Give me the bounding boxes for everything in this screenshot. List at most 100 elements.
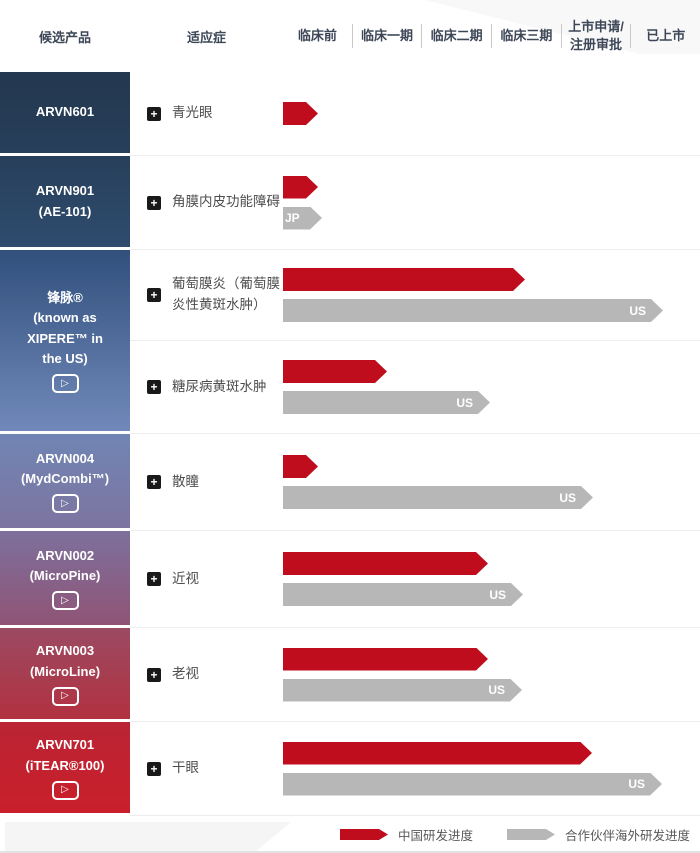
overseas-progress-arrow: JP xyxy=(283,207,322,230)
indication-cell: + 角膜内皮功能障碍 xyxy=(130,156,283,249)
phase-header-preclinical: 临床前 xyxy=(297,28,337,44)
column-header-indication: 适应症 xyxy=(186,29,226,45)
progress-chart-cell: US xyxy=(283,341,700,433)
indication-cell: + 散瞳 xyxy=(130,434,283,530)
decorative-band-bottom xyxy=(5,822,291,853)
product-name: ARVN601 xyxy=(35,104,95,120)
indication-label: 近视 xyxy=(172,570,199,586)
indication-row: + 糖尿病黄斑水肿 US xyxy=(130,341,700,434)
pipeline-row: 锋脉® (known as XIPERE™ in the US) ▷ + 葡萄膜… xyxy=(0,250,700,434)
overseas-legend-label: 合作伙伴海外研发进度 xyxy=(564,829,690,843)
product-name: ARVN004 (MydCombi™) xyxy=(20,450,110,486)
column-header-product: 候选产品 xyxy=(38,29,91,45)
pipeline-row: ARVN002 (MicroPine) ▷ + 近视 US xyxy=(0,531,700,628)
header-divider xyxy=(560,24,562,48)
header-divider xyxy=(421,24,423,48)
phase-header-phase3: 临床三期 xyxy=(500,28,553,44)
bottom-border-line xyxy=(0,851,700,853)
indication-label: 干眼 xyxy=(172,760,199,776)
china-legend-label: 中国研发进度 xyxy=(397,829,473,843)
header-divider xyxy=(351,24,353,48)
pipeline-body: ARVN601 + 青光眼 ARVN901 (AE-101) xyxy=(0,72,700,816)
expand-plus-icon[interactable]: + xyxy=(147,572,161,586)
region-label: JP xyxy=(285,211,300,225)
indication-label: 糖尿病黄斑水肿 xyxy=(172,378,267,394)
overseas-progress-arrow: US xyxy=(283,773,662,796)
overseas-progress-arrow: US xyxy=(283,486,593,509)
overseas-legend-arrow-icon xyxy=(507,829,555,840)
indication-cell: + 近视 xyxy=(130,531,283,627)
indication-cell: + 老视 xyxy=(130,628,283,721)
overseas-progress-arrow: US xyxy=(283,679,522,702)
china-progress-arrow xyxy=(283,742,592,765)
expand-plus-icon[interactable]: + xyxy=(147,106,161,121)
progress-chart-cell: US xyxy=(283,531,700,627)
progress-chart-cell: US xyxy=(283,722,700,815)
expand-plus-icon[interactable]: + xyxy=(147,195,161,210)
pipeline-row: ARVN004 (MydCombi™) ▷ + 散瞳 US xyxy=(0,434,700,531)
product-cell: ARVN002 (MicroPine) ▷ xyxy=(0,531,130,628)
region-label: US xyxy=(489,587,506,602)
expand-plus-icon[interactable]: + xyxy=(147,667,161,682)
header-divider xyxy=(630,24,632,48)
expand-plus-icon[interactable]: + xyxy=(147,761,161,776)
china-progress-arrow xyxy=(283,176,318,199)
phase-header-nda: 上市申请/注册审批 xyxy=(568,19,624,52)
indication-cell: + 葡萄膜炎（葡萄膜炎性黄斑水肿） xyxy=(130,250,283,340)
indication-row: + 干眼 US xyxy=(130,722,700,816)
indication-label: 青光眼 xyxy=(172,105,213,121)
pipeline-row: ARVN701 (iTEAR®100) ▷ + 干眼 US xyxy=(0,722,700,816)
play-video-icon[interactable]: ▷ xyxy=(51,494,79,514)
indication-label: 散瞳 xyxy=(172,473,199,489)
product-cell: ARVN601 xyxy=(0,72,130,156)
region-label: US xyxy=(629,303,646,318)
progress-chart-cell: US xyxy=(283,434,700,530)
indication-label: 角膜内皮功能障碍 xyxy=(172,194,280,210)
pipeline-row: ARVN601 + 青光眼 xyxy=(0,72,700,156)
product-cell: ARVN901 (AE-101) xyxy=(0,156,130,250)
china-progress-arrow xyxy=(283,102,318,125)
region-label: US xyxy=(559,490,576,505)
indication-cell: + 糖尿病黄斑水肿 xyxy=(130,341,283,433)
overseas-progress-arrow: US xyxy=(283,299,663,322)
product-name: ARVN701 (iTEAR®100) xyxy=(25,737,105,773)
footer: 中国研发进度 合作伙伴海外研发进度 xyxy=(0,816,700,853)
china-progress-arrow xyxy=(283,268,525,291)
progress-chart-cell: JP xyxy=(283,156,700,249)
indication-row: + 葡萄膜炎（葡萄膜炎性黄斑水肿） US xyxy=(130,250,700,341)
china-progress-arrow xyxy=(283,360,387,383)
indication-row: + 青光眼 xyxy=(130,72,700,156)
phase-header-marketed: 已上市 xyxy=(646,28,686,44)
phase-headers: 临床前 临床一期 临床二期 临床三期 上市申请/注册审批 已上市 xyxy=(283,18,700,53)
expand-plus-icon[interactable]: + xyxy=(147,288,161,302)
product-name: ARVN002 (MicroPine) xyxy=(29,547,101,583)
region-label: US xyxy=(488,683,505,697)
region-label: US xyxy=(456,395,473,410)
play-video-icon[interactable]: ▷ xyxy=(51,373,79,393)
progress-chart-cell: US xyxy=(283,628,700,721)
play-video-icon[interactable]: ▷ xyxy=(51,591,79,611)
indication-row: + 角膜内皮功能障碍 JP xyxy=(130,156,700,250)
play-video-icon[interactable]: ▷ xyxy=(51,780,79,800)
pipeline-row: ARVN003 (MicroLine) ▷ + 老视 US xyxy=(0,628,700,722)
product-cell: 锋脉® (known as XIPERE™ in the US) ▷ xyxy=(0,250,130,434)
legend: 中国研发进度 合作伙伴海外研发进度 xyxy=(340,816,690,853)
expand-plus-icon[interactable]: + xyxy=(147,475,161,489)
progress-chart-cell: US xyxy=(283,250,700,340)
indication-cell: + 干眼 xyxy=(130,722,283,815)
table-header: 候选产品 适应症 临床前 临床一期 临床二期 临床三期 上市申请/注册审批 已上… xyxy=(0,0,700,72)
play-video-icon[interactable]: ▷ xyxy=(51,686,79,706)
header-divider xyxy=(491,24,493,48)
indication-row: + 散瞳 US xyxy=(130,434,700,531)
indication-label: 葡萄膜炎（葡萄膜炎性黄斑水肿） xyxy=(172,276,280,312)
china-progress-arrow xyxy=(283,552,488,575)
expand-plus-icon[interactable]: + xyxy=(147,380,161,394)
indication-label: 老视 xyxy=(172,666,199,682)
china-legend-arrow-icon xyxy=(340,829,388,840)
product-cell: ARVN003 (MicroLine) ▷ xyxy=(0,628,130,722)
product-cell: ARVN701 (iTEAR®100) ▷ xyxy=(0,722,130,816)
product-name: ARVN901 (AE-101) xyxy=(35,183,95,219)
indication-row: + 近视 US xyxy=(130,531,700,628)
region-label: US xyxy=(628,777,645,791)
china-progress-arrow xyxy=(283,455,318,478)
